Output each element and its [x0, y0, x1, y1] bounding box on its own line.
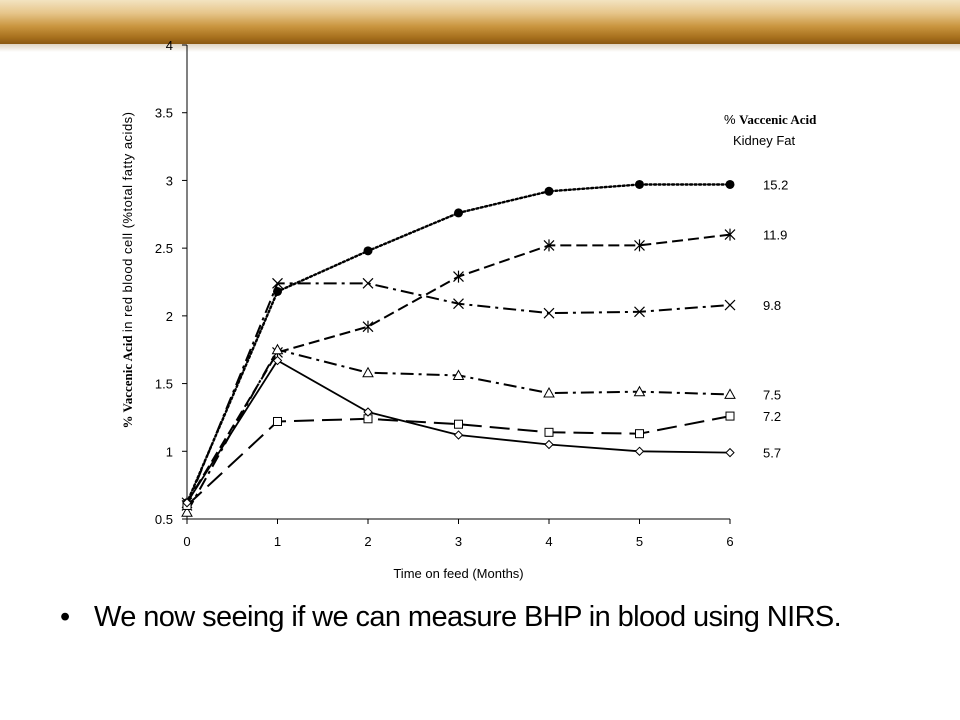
bullet-text: We now seeing if we can measure BHP in b… [94, 601, 842, 633]
marker-square [454, 419, 463, 429]
series-15-2: 15.2 [182, 177, 788, 508]
line-chart: 0.5 1 1.5 2 2.5 3 3.5 4 0 1 2 3 4 5 6 15.2 11.9 9.8 7.5 7.… [120, 38, 817, 581]
legend-title-pct: % [724, 112, 739, 127]
marker-x [724, 299, 736, 311]
x-tick-label: 3 [455, 534, 462, 549]
marker-filled-circle [635, 179, 644, 189]
chart-axes: 0.5 1 1.5 2 2.5 3 3.5 4 0 1 2 3 4 5 6 [155, 38, 734, 549]
marker-square [725, 411, 735, 421]
x-tick-label: 1 [274, 534, 281, 549]
y-axis-label-rest: in red blood cell (%total fatty acids) [120, 111, 135, 332]
marker-filled-circle [363, 246, 373, 256]
marker-x [272, 277, 283, 289]
marker-diamond [634, 446, 645, 456]
series-end-label: 9.8 [763, 298, 781, 313]
marker-triangle [271, 343, 284, 355]
series-end-label: 7.2 [763, 409, 781, 424]
series-end-label: 5.7 [763, 446, 781, 461]
x-tick-label: 4 [545, 534, 552, 549]
marker-star [634, 239, 645, 252]
x-tick-label: 2 [364, 534, 371, 549]
marker-diamond [272, 355, 283, 366]
header-band-shadow [0, 44, 960, 52]
legend-title-line1: % Vaccenic Acid [724, 112, 817, 127]
marker-square [635, 429, 644, 439]
y-tick-label: 3 [166, 173, 173, 188]
marker-star [543, 239, 555, 252]
marker-star [724, 228, 736, 241]
series-end-label: 7.5 [763, 387, 781, 402]
marker-square [273, 416, 282, 426]
y-axis-label-bold: % Vaccenic Acid [120, 332, 135, 428]
x-tick-label: 6 [726, 534, 733, 549]
marker-star [453, 270, 464, 283]
chart-series: 15.2 11.9 9.8 7.5 7.2 5.7 [181, 177, 788, 517]
series-9-8: 9.8 [181, 277, 781, 511]
marker-filled-circle [544, 186, 554, 196]
legend-title-line2: Kidney Fat [733, 133, 796, 148]
series-line [185, 183, 732, 504]
marker-triangle [543, 387, 555, 398]
marker-x [543, 307, 555, 319]
marker-triangle [633, 385, 646, 397]
marker-diamond [363, 407, 373, 417]
y-tick-label: 0.5 [155, 512, 173, 527]
marker-diamond [453, 430, 464, 440]
y-tick-label: 2 [166, 309, 173, 324]
marker-star [362, 320, 374, 333]
marker-diamond [182, 498, 192, 508]
series-7-5: 7.5 [181, 343, 781, 517]
marker-x [362, 277, 374, 289]
series-line [186, 415, 731, 507]
series-end-label: 15.2 [763, 177, 788, 192]
marker-filled-circle [273, 286, 282, 296]
marker-diamond [725, 447, 735, 458]
y-tick-label: 1.5 [155, 377, 173, 392]
marker-triangle [362, 366, 374, 378]
y-tick-label: 1 [166, 444, 173, 459]
y-tick-label: 4 [166, 38, 173, 53]
chart-labels: Time on feed (Months)% Vaccenic Acid in … [120, 111, 817, 581]
header-band [0, 0, 960, 44]
marker-filled-circle [725, 179, 735, 189]
marker-square [544, 427, 554, 437]
marker-triangle [452, 369, 465, 380]
y-tick-label: 3.5 [155, 106, 173, 121]
series-7-2: 7.2 [182, 409, 781, 510]
x-tick-label: 0 [183, 534, 190, 549]
x-tick-label: 5 [636, 534, 643, 549]
series-5-7: 5.7 [182, 355, 781, 508]
x-axis-label: Time on feed (Months) [393, 566, 523, 581]
marker-filled-circle [454, 208, 463, 218]
marker-x [634, 306, 645, 318]
series-line [186, 282, 731, 506]
marker-diamond [544, 439, 554, 450]
y-tick-label: 2.5 [155, 241, 173, 256]
bullet-dot: • [60, 601, 70, 633]
legend-title-bold: Vaccenic Acid [739, 112, 817, 127]
series-end-label: 11.9 [763, 228, 787, 243]
y-axis-label: % Vaccenic Acid in red blood cell (%tota… [120, 111, 135, 428]
marker-triangle [724, 388, 736, 399]
marker-triangle [181, 506, 193, 517]
marker-x [453, 298, 464, 310]
